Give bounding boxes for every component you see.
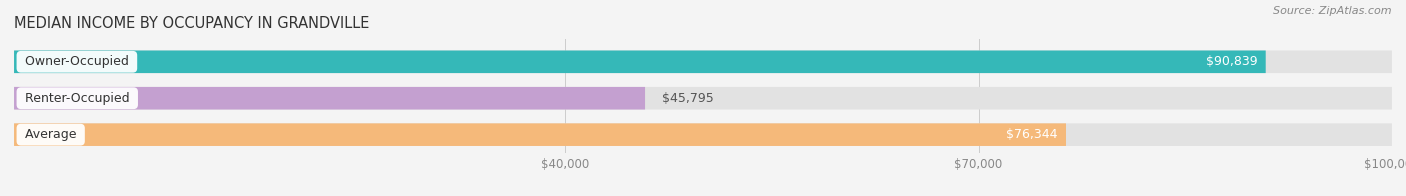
FancyBboxPatch shape [14,87,645,110]
Text: Renter-Occupied: Renter-Occupied [21,92,134,105]
FancyBboxPatch shape [14,51,1265,73]
Text: Source: ZipAtlas.com: Source: ZipAtlas.com [1274,6,1392,16]
Text: MEDIAN INCOME BY OCCUPANCY IN GRANDVILLE: MEDIAN INCOME BY OCCUPANCY IN GRANDVILLE [14,16,370,31]
Text: $76,344: $76,344 [1007,128,1057,141]
Text: $45,795: $45,795 [662,92,713,105]
FancyBboxPatch shape [14,87,1392,110]
Text: $90,839: $90,839 [1206,55,1257,68]
FancyBboxPatch shape [14,51,1392,73]
FancyBboxPatch shape [14,123,1392,146]
Text: Average: Average [21,128,80,141]
Text: Owner-Occupied: Owner-Occupied [21,55,132,68]
FancyBboxPatch shape [14,123,1066,146]
